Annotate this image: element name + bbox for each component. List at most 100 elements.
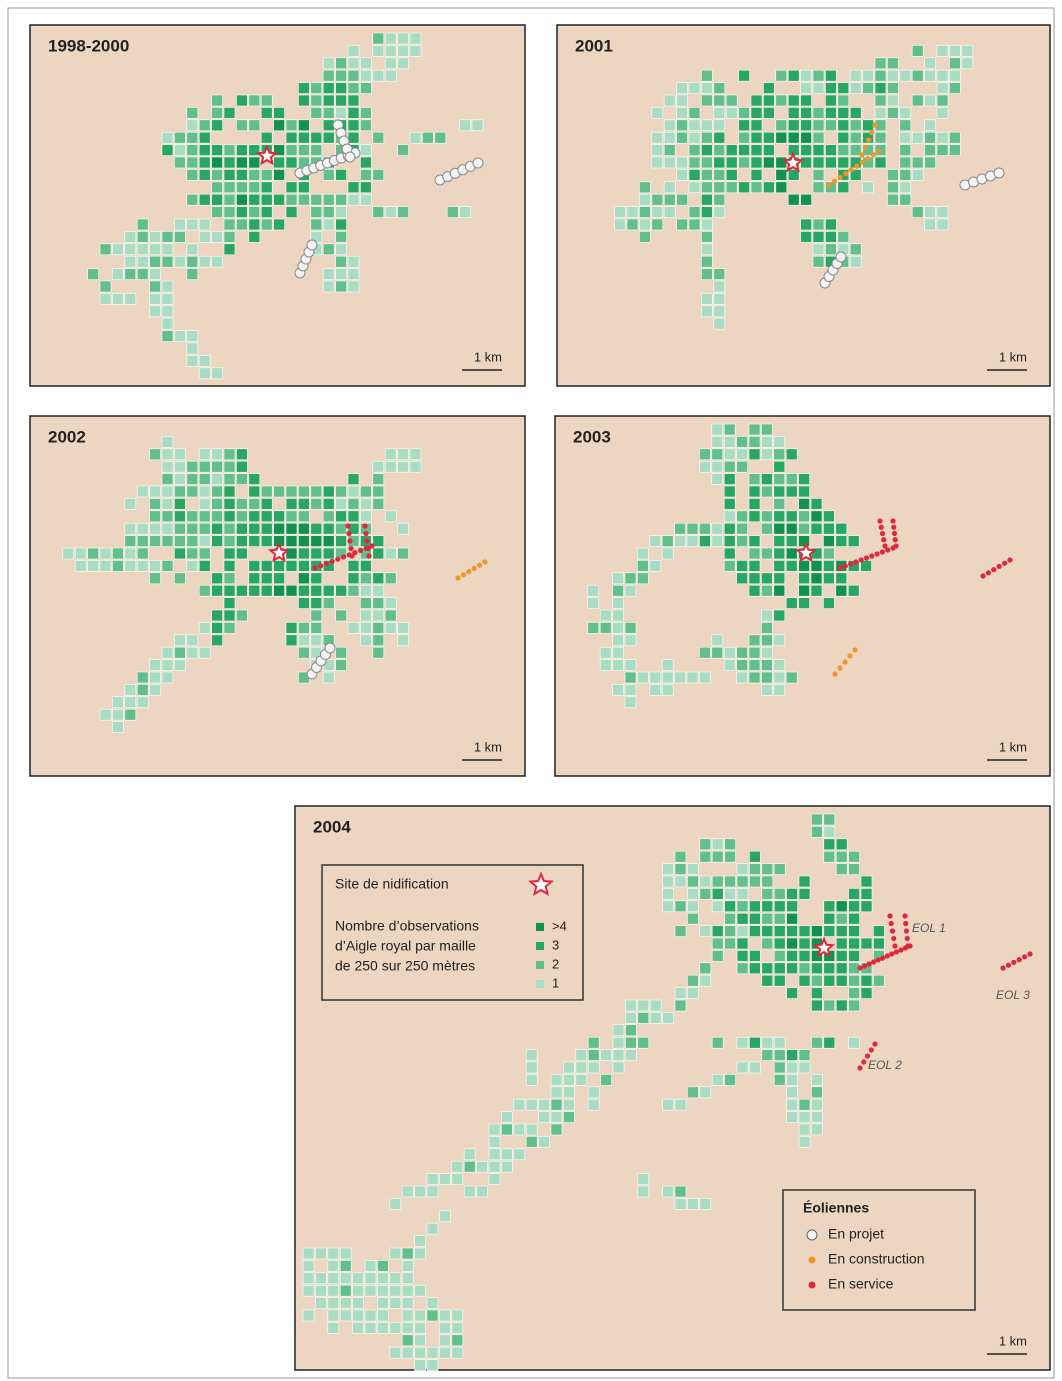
turbine bbox=[882, 543, 888, 549]
observation-cell bbox=[310, 597, 323, 609]
observation-cell bbox=[798, 473, 810, 485]
observation-cell bbox=[823, 572, 835, 585]
observation-cell bbox=[302, 1309, 315, 1322]
observation-cell bbox=[223, 572, 236, 585]
observation-cell bbox=[149, 671, 161, 684]
observation-cell bbox=[724, 838, 736, 851]
legend-swatch bbox=[536, 961, 544, 969]
turbine bbox=[358, 547, 364, 553]
observation-cell bbox=[761, 1049, 774, 1061]
turbine bbox=[891, 530, 898, 537]
observation-cell bbox=[211, 473, 223, 485]
observation-cell bbox=[463, 1185, 476, 1198]
observation-cell bbox=[124, 708, 137, 721]
observation-cell bbox=[639, 206, 651, 218]
observation-cell bbox=[736, 646, 748, 659]
observation-cell bbox=[687, 1198, 699, 1210]
observation-cell bbox=[773, 863, 786, 875]
observation-cell bbox=[626, 218, 639, 231]
observation-cell bbox=[223, 144, 236, 156]
observation-cell bbox=[800, 193, 812, 206]
observation-cell bbox=[701, 131, 713, 144]
observation-cell bbox=[812, 107, 825, 119]
observation-cell bbox=[384, 622, 397, 634]
panel-title: 2003 bbox=[573, 427, 611, 446]
observation-cell bbox=[377, 1297, 389, 1309]
observation-cell bbox=[862, 119, 874, 132]
observation-cell bbox=[136, 243, 149, 256]
observation-cell bbox=[835, 950, 848, 962]
observation-cell bbox=[847, 584, 860, 597]
observation-cell bbox=[260, 193, 273, 206]
observation-cell bbox=[372, 473, 385, 485]
observation-cell bbox=[924, 94, 936, 107]
observation-cell bbox=[298, 622, 310, 634]
observation-cell bbox=[723, 560, 736, 572]
observation-cell bbox=[347, 94, 360, 107]
observation-cell bbox=[849, 107, 862, 119]
observation-cell bbox=[372, 69, 385, 82]
observation-cell bbox=[701, 231, 713, 243]
observation-cell bbox=[322, 597, 335, 609]
observation-cell bbox=[112, 268, 124, 280]
observation-cell bbox=[236, 193, 248, 206]
observation-cell bbox=[860, 937, 873, 950]
observation-cell bbox=[899, 144, 912, 156]
observation-cell bbox=[637, 1185, 650, 1198]
observation-cell bbox=[676, 156, 688, 169]
observation-cell bbox=[763, 144, 775, 156]
observation-cell bbox=[649, 999, 662, 1012]
observation-cell bbox=[911, 94, 924, 107]
observation-cell bbox=[161, 243, 174, 256]
map-panel: 2002 1 km bbox=[29, 415, 526, 777]
observation-cell bbox=[112, 293, 124, 305]
observation-cell bbox=[773, 584, 786, 597]
turbine bbox=[874, 551, 880, 557]
observation-cell bbox=[459, 206, 471, 218]
observation-cell bbox=[848, 999, 860, 1012]
observation-cell bbox=[161, 560, 174, 572]
observation-cell bbox=[936, 218, 949, 231]
nest-star bbox=[794, 541, 818, 563]
observation-cell bbox=[624, 572, 637, 585]
observation-cell bbox=[211, 169, 223, 181]
observation-cell bbox=[384, 45, 397, 57]
observation-cell bbox=[924, 57, 936, 70]
observation-cell bbox=[651, 156, 664, 169]
observation-cell bbox=[372, 572, 385, 585]
observation-cell bbox=[862, 69, 874, 82]
observation-cell bbox=[761, 448, 773, 461]
observation-cell bbox=[825, 82, 837, 94]
observation-cell bbox=[835, 912, 848, 925]
observation-cell bbox=[426, 1173, 439, 1185]
observation-cell bbox=[825, 107, 837, 119]
observation-cell bbox=[335, 609, 347, 622]
observation-cell bbox=[761, 962, 774, 975]
observation-cell bbox=[823, 900, 836, 913]
observation-cell bbox=[748, 448, 761, 461]
observation-cell bbox=[724, 850, 736, 863]
observation-cell bbox=[310, 535, 323, 547]
observation-cell bbox=[724, 888, 736, 900]
observation-cell bbox=[525, 1136, 538, 1148]
observation-cell bbox=[725, 156, 738, 169]
observation-cell bbox=[713, 169, 726, 181]
observation-cell bbox=[409, 32, 422, 45]
turbine bbox=[1007, 557, 1013, 563]
observation-cell bbox=[414, 1247, 426, 1260]
observation-cell bbox=[347, 69, 360, 82]
turbine bbox=[348, 545, 354, 552]
observation-cell bbox=[761, 888, 774, 900]
observation-cell bbox=[835, 900, 848, 913]
map-panel: 2001 1 km bbox=[556, 24, 1051, 387]
turbine bbox=[318, 563, 324, 569]
observation-cell bbox=[723, 485, 736, 498]
observation-cell bbox=[401, 1247, 414, 1260]
observation-cell bbox=[736, 912, 749, 925]
observation-cell bbox=[887, 169, 899, 181]
observation-cell bbox=[236, 584, 248, 597]
observation-cell bbox=[401, 1260, 414, 1272]
observation-cell bbox=[786, 900, 798, 913]
observation-cell bbox=[736, 925, 749, 937]
observation-cell bbox=[835, 925, 848, 937]
